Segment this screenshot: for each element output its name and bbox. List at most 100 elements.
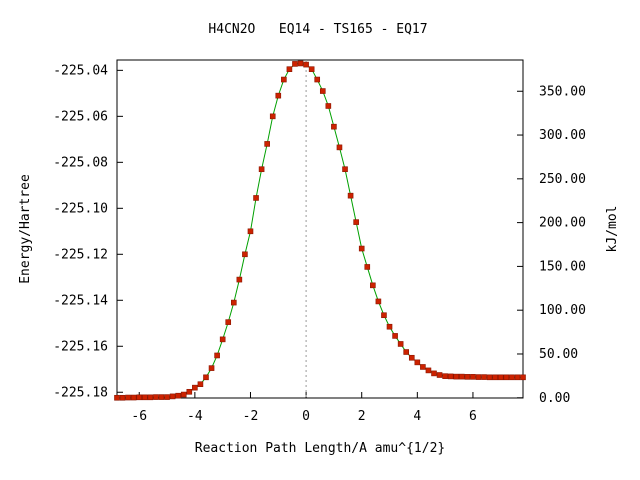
data-point (353, 219, 359, 225)
y2-tick-label: 250.00 (539, 172, 586, 187)
data-point (203, 374, 209, 381)
data-point (420, 364, 426, 370)
y-tick-label: -225.06 (53, 109, 108, 124)
y2-axis-label: kJ/mol (605, 206, 620, 253)
data-point (242, 251, 248, 258)
x-tick-label: -6 (131, 409, 147, 424)
data-point (509, 374, 515, 381)
data-point (447, 373, 454, 380)
data-point (375, 298, 382, 305)
data-point (130, 394, 137, 401)
data-point (403, 349, 410, 355)
data-point (436, 372, 443, 378)
data-point (225, 319, 232, 325)
data-point (475, 374, 482, 380)
data-point (470, 374, 476, 380)
data-point (370, 282, 376, 289)
data-point (136, 394, 143, 401)
data-point (258, 166, 265, 173)
data-point (442, 373, 448, 379)
x-tick-label: 0 (302, 409, 310, 424)
y-tick-label: -225.14 (53, 293, 108, 308)
data-point (514, 374, 521, 381)
data-point (408, 354, 415, 361)
y-tick-label: -225.12 (53, 247, 108, 262)
data-point (342, 166, 348, 173)
data-point (303, 61, 309, 68)
data-point (208, 365, 215, 371)
data-point (381, 312, 387, 319)
data-point (264, 141, 270, 147)
data-point (481, 374, 487, 380)
x-axis-label: Reaction Path Length/A amu^{1/2} (195, 441, 445, 456)
data-point (175, 392, 181, 399)
data-point (214, 352, 220, 359)
data-point (503, 374, 510, 381)
data-point (453, 373, 460, 380)
x-tick-label: 4 (413, 409, 421, 424)
data-point (364, 264, 371, 270)
data-point (358, 245, 365, 252)
data-point (169, 393, 176, 400)
y2-tick-label: 350.00 (539, 84, 586, 99)
data-point (492, 374, 498, 381)
data-point (269, 113, 276, 120)
data-point (247, 228, 254, 235)
data-point (186, 388, 193, 395)
y2-tick-label: 0.00 (539, 391, 570, 406)
data-point (142, 394, 148, 401)
data-point (292, 61, 298, 67)
y2-tick-label: 200.00 (539, 216, 586, 231)
y-tick-label: -225.10 (53, 201, 108, 216)
data-point (253, 195, 259, 201)
y2-tick-label: 150.00 (539, 259, 586, 274)
data-point (319, 88, 326, 94)
data-point (197, 381, 204, 388)
y-tick-label: -225.18 (53, 385, 108, 400)
y2-tick-label: 100.00 (539, 303, 586, 318)
data-point (386, 323, 393, 330)
x-tick-label: -4 (187, 409, 203, 424)
y-tick-label: -225.16 (53, 339, 108, 354)
y-tick-label: -225.08 (53, 155, 108, 170)
data-point (275, 92, 282, 99)
data-points (114, 60, 526, 401)
data-point (325, 103, 332, 109)
data-point (520, 374, 526, 381)
y-axis-ticks: -225.18 -225.16 -225.14 -225.12 -225.10 -225.… (53, 63, 123, 400)
data-point (114, 394, 120, 401)
y2-tick-label: 300.00 (539, 128, 586, 143)
x-axis-ticks: -6 -4 -2 0 2 4 6 (131, 392, 477, 424)
data-point (308, 66, 315, 72)
data-point (147, 394, 154, 401)
data-point (153, 394, 159, 400)
data-point (164, 394, 170, 400)
data-point (297, 60, 304, 67)
x-tick-label: -2 (243, 409, 259, 424)
data-point (331, 123, 337, 130)
data-point (347, 192, 354, 199)
data-point (180, 391, 187, 398)
data-point (219, 336, 226, 343)
data-point (314, 76, 321, 83)
data-point (397, 341, 404, 347)
plot-frame (116, 59, 524, 399)
data-point (425, 367, 432, 374)
y-tick-label: -225.04 (53, 63, 108, 78)
chart-title: H4CN2O EQ14 - TS165 - EQ17 (208, 22, 427, 37)
data-point (236, 276, 243, 283)
energy-profile-line (117, 62, 523, 399)
y-axis-label: Energy/Hartree (18, 174, 33, 284)
data-point (125, 394, 131, 401)
data-point (281, 76, 287, 83)
data-point (158, 394, 165, 400)
data-point (119, 394, 126, 401)
data-point (464, 374, 471, 380)
y2-axis-ticks: 0.00 50.00 100.00 150.00 200.00 250.00 300.00 3… (517, 84, 586, 406)
data-point (431, 370, 437, 377)
data-point (336, 144, 343, 151)
x-tick-label: 6 (469, 409, 477, 424)
x-tick-label: 2 (358, 409, 366, 424)
data-point (230, 299, 237, 306)
